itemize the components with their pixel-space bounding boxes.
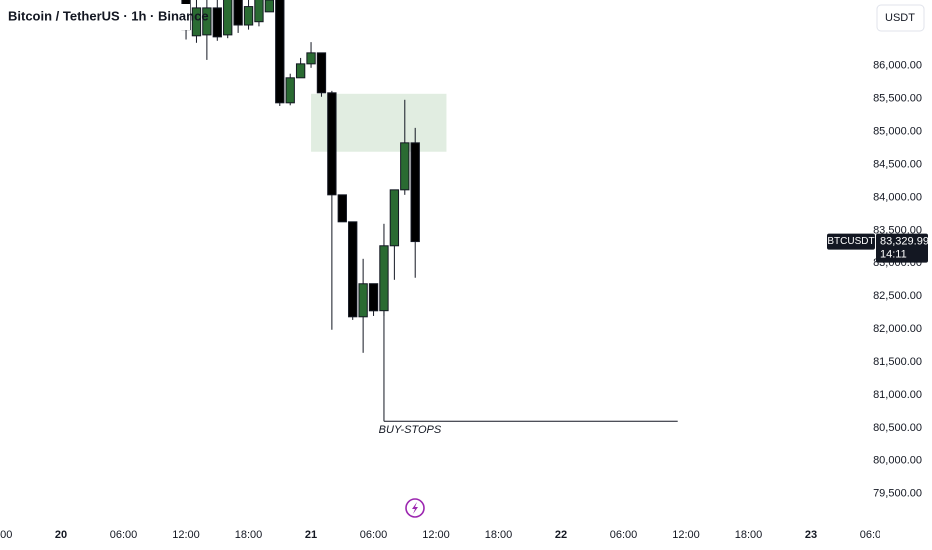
candle-body <box>327 92 337 196</box>
candle-body <box>410 142 420 243</box>
candle-body <box>358 283 368 318</box>
symbol-tag <box>827 233 875 250</box>
y-tick-label: 84,500.00 <box>873 158 922 170</box>
candle-body <box>316 52 327 94</box>
candle-body <box>202 7 212 36</box>
y-tick-label: 80,000.00 <box>873 455 922 467</box>
x-tick-label: 18:00 <box>485 529 513 541</box>
y-tick-label: 81,000.00 <box>873 389 922 401</box>
candle-body <box>337 194 347 223</box>
x-tick-label: 06:00 <box>110 529 138 541</box>
symbol-label: BTCUSDT <box>827 236 874 247</box>
annotation-label: BUY-STOPS <box>379 424 442 436</box>
candle-body <box>295 63 306 79</box>
y-tick-label: 80,500.00 <box>873 422 922 434</box>
candle-body <box>379 245 389 312</box>
candle-body <box>275 0 285 104</box>
price-label: 83,329.99 <box>880 235 929 247</box>
candle-body <box>348 221 358 318</box>
x-tick-label: 22 <box>555 529 567 541</box>
y-tick-label: 79,500.00 <box>873 488 922 500</box>
candle-body <box>233 0 243 26</box>
candle-body <box>400 142 410 191</box>
candle-body <box>306 52 316 65</box>
x-tick-label: 18:00 <box>235 529 263 541</box>
x-tick-label: 12:00 <box>172 529 200 541</box>
y-tick-label: 82,500.00 <box>873 290 922 302</box>
candle-body <box>285 77 295 104</box>
x-tick-label: 18:00 <box>0 529 12 541</box>
candle-body <box>264 0 275 13</box>
candle-body <box>254 0 264 23</box>
x-tick-label: 12:00 <box>672 529 700 541</box>
currency-label[interactable]: USDT <box>885 12 915 24</box>
y-tick-label: 86,000.00 <box>873 60 922 72</box>
countdown-label: 14:11 <box>880 248 907 260</box>
price-tag <box>876 233 928 263</box>
y-tick-label: 84,000.00 <box>873 191 922 203</box>
x-tick-label: 12:00 <box>422 529 450 541</box>
x-tick-label: 23 <box>805 529 817 541</box>
y-tick-label: 85,500.00 <box>873 93 922 105</box>
x-tick-label: 18:00 <box>735 529 763 541</box>
x-tick-label: 20 <box>55 529 67 541</box>
candle-body <box>223 0 233 36</box>
x-tick-label: 06:00 <box>360 529 388 541</box>
candle-body <box>191 7 202 37</box>
candle-body <box>212 7 222 38</box>
candle-body <box>243 6 254 26</box>
x-tick-label: 06:00 <box>860 529 888 541</box>
x-tick-label: 21 <box>305 529 317 541</box>
lightning-icon[interactable] <box>405 498 425 518</box>
y-tick-label: 83,500.00 <box>873 224 922 236</box>
candle-body <box>368 283 379 312</box>
x-tick-label: 06:00 <box>610 529 638 541</box>
candle-body <box>389 189 400 247</box>
y-tick-label: 81,500.00 <box>873 356 922 368</box>
currency-button[interactable] <box>876 4 925 32</box>
y-tick-label: 85,000.00 <box>873 126 922 138</box>
y-tick-label: 82,000.00 <box>873 323 922 335</box>
title-bg <box>0 4 190 30</box>
chart-title: Bitcoin / TetherUS · 1h · Binance <box>8 8 209 23</box>
